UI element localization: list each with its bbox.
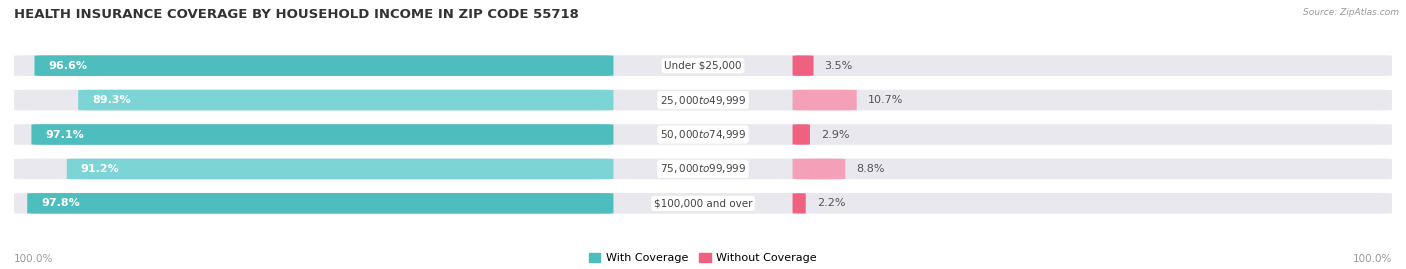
FancyBboxPatch shape: [789, 193, 808, 214]
Text: 96.6%: 96.6%: [48, 61, 87, 71]
Text: 100.0%: 100.0%: [1353, 254, 1392, 264]
Text: Source: ZipAtlas.com: Source: ZipAtlas.com: [1303, 8, 1399, 17]
Text: Under $25,000: Under $25,000: [664, 61, 742, 71]
FancyBboxPatch shape: [27, 193, 613, 214]
FancyBboxPatch shape: [31, 124, 613, 145]
FancyBboxPatch shape: [793, 159, 845, 179]
Text: 8.8%: 8.8%: [856, 164, 884, 174]
FancyBboxPatch shape: [14, 159, 1392, 179]
FancyBboxPatch shape: [34, 55, 613, 76]
Text: 3.5%: 3.5%: [824, 61, 853, 71]
Text: $25,000 to $49,999: $25,000 to $49,999: [659, 94, 747, 107]
Text: 2.2%: 2.2%: [817, 198, 845, 208]
Text: $75,000 to $99,999: $75,000 to $99,999: [659, 162, 747, 175]
FancyBboxPatch shape: [14, 90, 1392, 110]
Text: $100,000 and over: $100,000 and over: [654, 198, 752, 208]
Text: 97.8%: 97.8%: [41, 198, 80, 208]
Legend: With Coverage, Without Coverage: With Coverage, Without Coverage: [589, 253, 817, 263]
Text: $50,000 to $74,999: $50,000 to $74,999: [659, 128, 747, 141]
Text: 10.7%: 10.7%: [868, 95, 903, 105]
FancyBboxPatch shape: [793, 90, 856, 110]
FancyBboxPatch shape: [14, 55, 1392, 76]
FancyBboxPatch shape: [793, 124, 810, 145]
FancyBboxPatch shape: [79, 90, 613, 110]
FancyBboxPatch shape: [67, 159, 613, 179]
Text: 97.1%: 97.1%: [45, 129, 84, 140]
Text: 2.9%: 2.9%: [821, 129, 849, 140]
Text: HEALTH INSURANCE COVERAGE BY HOUSEHOLD INCOME IN ZIP CODE 55718: HEALTH INSURANCE COVERAGE BY HOUSEHOLD I…: [14, 8, 579, 21]
Text: 91.2%: 91.2%: [80, 164, 120, 174]
FancyBboxPatch shape: [793, 55, 814, 76]
FancyBboxPatch shape: [14, 193, 1392, 214]
Text: 100.0%: 100.0%: [14, 254, 53, 264]
Text: 89.3%: 89.3%: [91, 95, 131, 105]
FancyBboxPatch shape: [14, 124, 1392, 145]
